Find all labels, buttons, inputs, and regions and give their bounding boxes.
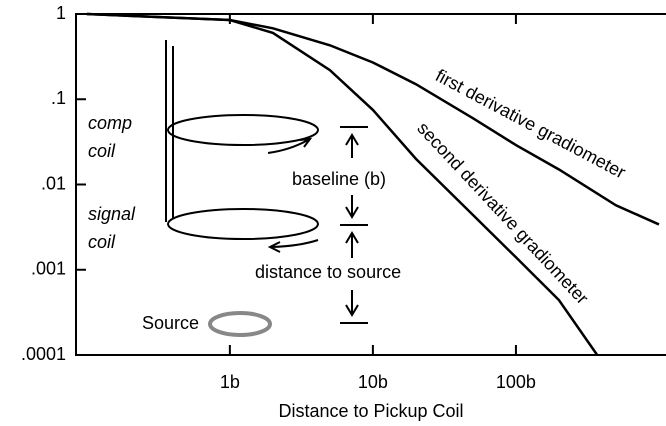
annotation: distance to source <box>255 262 401 282</box>
x-tick-label: 10b <box>358 372 388 392</box>
annotation: baseline (b) <box>292 169 386 189</box>
x-tick-label: 1b <box>220 372 240 392</box>
x-axis-label: Distance to Pickup Coil <box>278 401 463 421</box>
annotation: comp <box>88 113 132 133</box>
annotation: coil <box>88 141 116 161</box>
y-tick-label: 1 <box>56 3 66 23</box>
series-line <box>86 12 660 226</box>
annotation: coil <box>88 232 116 252</box>
series-line <box>86 12 599 356</box>
y-tick-label: .0001 <box>21 344 66 364</box>
y-tick-label: .001 <box>31 259 66 279</box>
annotation: signal <box>88 204 136 224</box>
y-tick-label: .01 <box>41 173 66 193</box>
annotation: Source <box>142 313 199 333</box>
coil-diagram <box>165 40 368 337</box>
x-tick-label: 100b <box>496 372 536 392</box>
y-tick-label: .1 <box>51 88 66 108</box>
